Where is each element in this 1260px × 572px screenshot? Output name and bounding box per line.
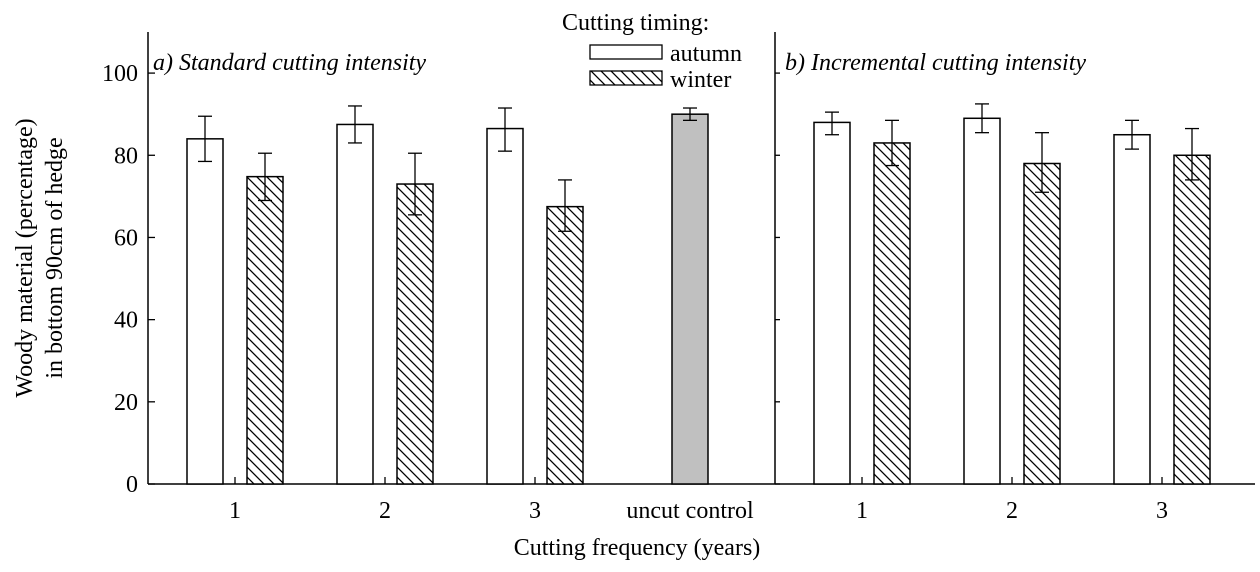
y-tick-label-20: 20 (114, 390, 138, 416)
y-tick-label-0: 0 (126, 472, 138, 498)
legend-title: Cutting timing: (562, 10, 709, 36)
y-axis-title-line-1: Woody material (percentage) (12, 118, 38, 397)
bar-2-autumn-3 (1113, 133, 1151, 485)
bar-0-winter-2 (396, 183, 434, 485)
x-tick-label-0-2: 3 (529, 498, 541, 524)
y-tick-label-60: 60 (114, 225, 138, 251)
bar-2-winter-2 (1023, 162, 1061, 485)
y-tick-label-40: 40 (114, 308, 138, 334)
bar-2-winter-1 (873, 142, 911, 485)
bar-1-control-uncut-control (671, 113, 709, 485)
bar-0-autumn-3 (486, 127, 524, 485)
panel-title-2: b) Incremental cutting intensity (785, 50, 1086, 76)
y-tick-label-80: 80 (114, 143, 138, 169)
legend-swatch-winter (589, 70, 663, 86)
x-tick-label-0-1: 2 (379, 498, 391, 524)
legend-label-winter: winter (670, 67, 731, 93)
y-tick-label-100: 100 (102, 61, 138, 87)
x-tick-label-1-0: uncut control (626, 498, 754, 524)
panel-title-0: a) Standard cutting intensity (153, 50, 426, 76)
x-tick-label-2-0: 1 (856, 498, 868, 524)
bar-0-autumn-2 (336, 123, 374, 485)
legend-label-autumn: autumn (670, 41, 742, 67)
x-axis-title: Cutting frequency (years) (514, 535, 761, 561)
bar-2-autumn-2 (963, 117, 1001, 485)
bar-0-winter-3 (546, 205, 584, 485)
y-axis-title-line-2: in bottom 90cm of hedge (42, 137, 68, 378)
legend-swatch-autumn (589, 44, 663, 60)
bar-2-winter-3 (1173, 154, 1211, 485)
x-tick-label-2-2: 3 (1156, 498, 1168, 524)
bar-0-autumn-1 (186, 138, 224, 485)
bar-2-autumn-1 (813, 121, 851, 485)
bar-0-winter-1 (246, 175, 284, 485)
x-tick-label-0-0: 1 (229, 498, 241, 524)
x-tick-label-2-1: 2 (1006, 498, 1018, 524)
